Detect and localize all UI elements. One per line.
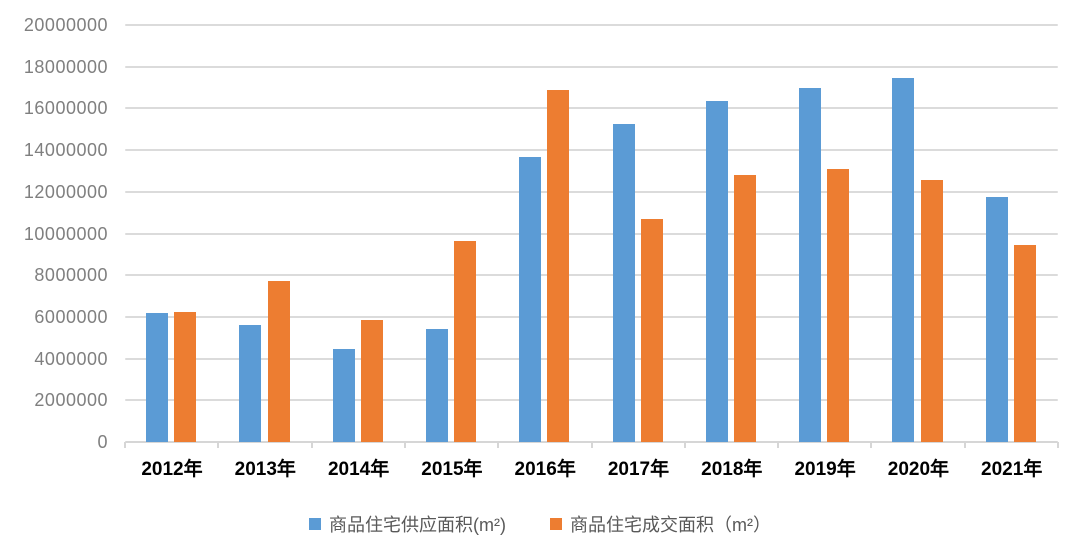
x-axis-tick-mark [217, 442, 220, 448]
bar-supply-2015 [425, 329, 448, 442]
bar-sold-2020 [920, 180, 943, 442]
bar-sold-2015 [454, 240, 477, 442]
gridline [125, 24, 1058, 26]
x-axis-tick-mark [777, 442, 780, 448]
y-axis-tick-label: 2000000 [34, 390, 108, 411]
x-axis-label-2015: 2015年 [421, 459, 483, 480]
x-axis-label-2020: 2020年 [887, 459, 950, 480]
x-axis-tick-mark [403, 442, 406, 448]
y-axis-tick-label: 4000000 [34, 348, 108, 369]
bar-supply-2018 [705, 101, 728, 442]
bar-supply-2013 [239, 325, 262, 442]
legend-swatch-sold [549, 518, 562, 530]
y-axis-tick-label: 8000000 [34, 265, 108, 286]
bar-supply-2012 [146, 312, 169, 442]
gridline [125, 65, 1058, 68]
bar-supply-2019 [799, 87, 822, 442]
bar-sold-2012 [174, 311, 197, 442]
bar-supply-2014 [332, 349, 355, 442]
y-axis-tick-label: 0 [97, 432, 108, 452]
bar-supply-2021 [985, 197, 1008, 442]
bar-supply-2016 [519, 157, 542, 442]
bar-supply-2020 [892, 78, 915, 442]
bar-sold-2017 [640, 218, 663, 442]
bar-sold-2021 [1013, 244, 1036, 442]
legend: 商品住宅供应面积(m²) 商品住宅成交面积（m²） [0, 506, 1080, 542]
gridline [125, 232, 1058, 235]
gridline [125, 190, 1058, 193]
gridline [125, 107, 1058, 110]
x-axis-label-2013: 2013年 [234, 459, 296, 480]
x-axis-label-2018: 2018年 [701, 459, 763, 480]
gridline [125, 149, 1058, 152]
y-axis-tick-label: 12000000 [23, 181, 108, 202]
bar-sold-2018 [734, 175, 757, 442]
x-axis-tick-mark [590, 442, 593, 448]
gridline [125, 315, 1058, 318]
legend-item-sold: 商品住宅成交面积（m²） [549, 511, 771, 537]
bar-sold-2019 [827, 168, 850, 442]
gridline [125, 399, 1058, 402]
y-axis-tick-label: 14000000 [23, 140, 108, 161]
bar-sold-2014 [360, 320, 383, 442]
legend-label-supply: 商品住宅供应面积(m²) [329, 515, 506, 535]
x-axis-tick-mark [497, 442, 500, 448]
bar-sold-2013 [267, 281, 290, 442]
x-axis-label-2019: 2019年 [794, 459, 856, 480]
bar-sold-2016 [547, 89, 570, 442]
x-axis-label-2012: 2012年 [141, 459, 203, 480]
y-axis-tick-label: 20000000 [23, 15, 108, 35]
x-axis-tick-mark [683, 442, 686, 448]
x-axis-tick-mark [1057, 442, 1059, 448]
x-axis-tick-mark [124, 442, 126, 448]
x-axis-label-2014: 2014年 [327, 459, 390, 480]
bar-supply-2017 [612, 124, 635, 442]
legend-swatch-supply [309, 518, 321, 530]
x-axis-tick-mark [963, 442, 966, 448]
x-axis-label-2021: 2021年 [981, 459, 1043, 480]
gridline [125, 274, 1058, 277]
y-axis-tick-label: 18000000 [23, 56, 108, 77]
x-axis-label-2016: 2016年 [514, 459, 576, 480]
y-axis-tick-label: 16000000 [23, 98, 108, 119]
y-axis-tick-label: 6000000 [34, 306, 108, 327]
x-axis-tick-mark [310, 442, 313, 448]
legend-item-supply: 商品住宅供应面积(m²) [309, 511, 506, 537]
legend-label-sold: 商品住宅成交面积（m²） [569, 515, 771, 535]
y-axis-tick-label: 10000000 [23, 223, 108, 244]
x-axis-tick-mark [870, 442, 873, 448]
gridline [125, 357, 1058, 360]
x-axis-label-2017: 2017年 [607, 459, 670, 480]
